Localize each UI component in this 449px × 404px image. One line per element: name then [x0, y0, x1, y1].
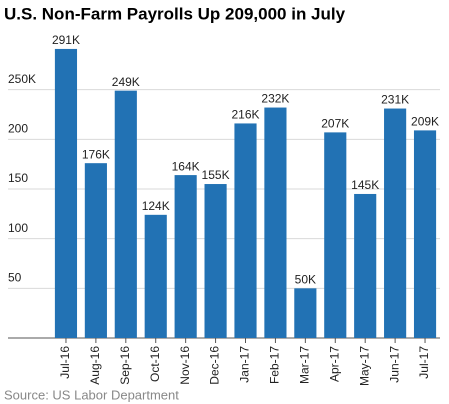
bar — [384, 108, 407, 338]
value-label: 249K — [112, 75, 140, 89]
bar — [54, 48, 78, 338]
x-tick-label: Apr-17 — [327, 346, 341, 382]
bar — [264, 107, 287, 339]
y-tick-label: 150 — [8, 171, 28, 185]
x-tick-label: May-17 — [357, 346, 371, 386]
x-tick-label: Sep-16 — [118, 346, 132, 385]
value-label: 231K — [381, 93, 409, 107]
bar — [144, 214, 167, 338]
y-tick-label: 200 — [8, 122, 28, 136]
value-label: 207K — [321, 117, 349, 131]
bar — [354, 193, 377, 338]
bar — [114, 90, 137, 338]
value-label: 50K — [295, 273, 316, 287]
value-label: 232K — [261, 92, 289, 106]
x-tick-label: Feb-17 — [268, 346, 282, 384]
x-tick-label: Jul-16 — [58, 346, 72, 379]
x-tick-label: Nov-16 — [178, 346, 192, 385]
source-note: Source: US Labor Department — [4, 387, 179, 402]
y-tick-label: 50 — [8, 271, 22, 285]
bar — [234, 123, 257, 338]
value-label: 176K — [82, 147, 110, 161]
value-label: 216K — [231, 108, 259, 122]
value-label: 124K — [142, 199, 170, 213]
value-label: 155K — [202, 168, 230, 182]
x-tick-label: Aug-16 — [88, 346, 102, 385]
bar — [294, 288, 317, 338]
y-tick-label: 250K — [8, 72, 36, 86]
chart-title: U.S. Non-Farm Payrolls Up 209,000 in Jul… — [4, 4, 346, 23]
bar — [413, 130, 437, 338]
bar — [174, 175, 197, 338]
x-tick-label: Jan-17 — [238, 346, 252, 383]
x-tick-label: Jul-17 — [417, 346, 431, 379]
value-label: 209K — [411, 115, 439, 129]
value-label: 291K — [52, 33, 80, 47]
x-tick-label: Mar-17 — [298, 346, 312, 384]
x-tick-label: Oct-16 — [148, 346, 162, 382]
bar — [204, 184, 227, 338]
y-tick-label: 100 — [8, 221, 28, 235]
value-label: 164K — [172, 159, 200, 173]
bar — [324, 132, 347, 338]
bar — [84, 163, 107, 338]
x-tick-label: Jun-17 — [387, 346, 401, 383]
value-label: 145K — [351, 178, 379, 192]
x-tick-label: Dec-16 — [208, 346, 222, 385]
